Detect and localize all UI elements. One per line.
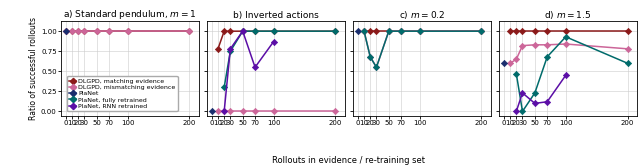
Title: c) $m = 0.2$: c) $m = 0.2$ [399, 9, 445, 21]
Legend: DLGPD, matching evidence, DLGPD, mismatching evidence, PlaNet, PlaNet, fully ret: DLGPD, matching evidence, DLGPD, mismatc… [67, 76, 178, 111]
Title: b) Inverted actions: b) Inverted actions [233, 11, 319, 20]
Title: a) Standard pendulum, $m = 1$: a) Standard pendulum, $m = 1$ [63, 8, 196, 21]
Title: d) $m = 1.5$: d) $m = 1.5$ [544, 9, 591, 21]
Y-axis label: Ratio of successful rollouts: Ratio of successful rollouts [29, 17, 38, 120]
Text: Rollouts in evidence / re-training set: Rollouts in evidence / re-training set [272, 156, 426, 165]
